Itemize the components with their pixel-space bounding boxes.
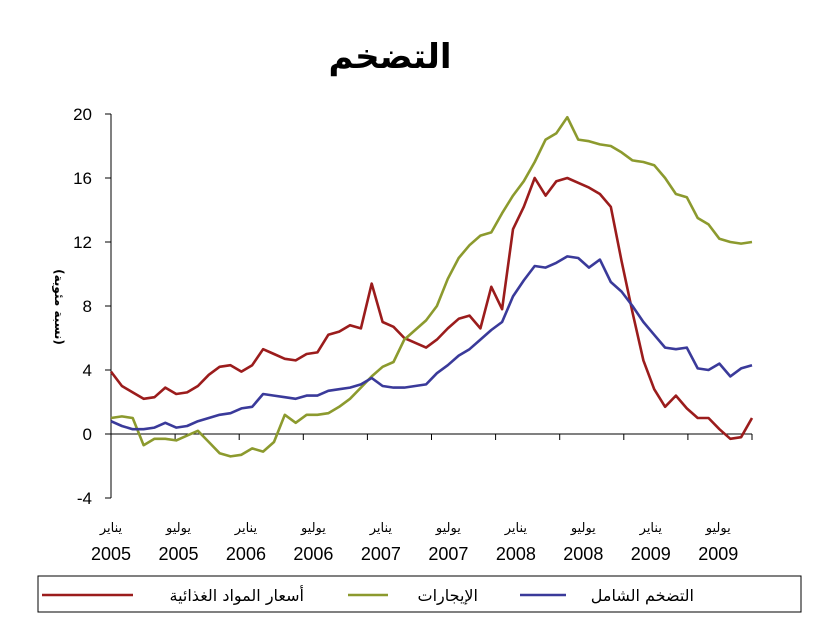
y-tick-label: 8 [83, 297, 92, 316]
y-tick-label: 20 [73, 105, 92, 124]
x-tick-month-label: يوليو [705, 521, 731, 536]
legend-items: أسعار المواد الغذائية الإيجارات التضخم الش… [42, 585, 694, 606]
x-tick-year-label: 2008 [563, 544, 603, 564]
x-tick-month-label: يوليو [570, 521, 596, 536]
x-tick-month-label: يناير [504, 521, 528, 536]
x-tick-year-label: 2009 [698, 544, 738, 564]
x-tick-year-label: 2006 [293, 544, 333, 564]
legend [37, 575, 802, 613]
x-axis-ticks: يناير 2005 يوليو 2005 يناير 2006 يوليو 2006 يناي… [91, 434, 753, 564]
legend-label-0: أسعار المواد الغذائية [170, 585, 305, 606]
series-lines [109, 115, 754, 458]
x-tick-month-label: يناير [639, 521, 663, 536]
x-tick-month-label: يناير [369, 521, 393, 536]
x-tick-month-label: يوليو [300, 521, 326, 536]
series-line-2 [110, 255, 753, 431]
x-tick-year-label: 2005 [158, 544, 198, 564]
x-tick-month-label: يوليو [435, 521, 461, 536]
y-axis-ticks: -4 0 4 8 12 16 20 [73, 105, 111, 508]
x-tick-year-label: 2008 [496, 544, 536, 564]
legend-label-1: الإيجارات [418, 586, 478, 606]
chart-title: التضخم [329, 37, 452, 77]
y-tick-label: 16 [73, 169, 92, 188]
x-tick-month-label: يناير [234, 521, 258, 536]
x-tick-month-label: يناير [99, 521, 123, 536]
series-line-0 [109, 176, 754, 441]
y-tick-label: 0 [83, 425, 92, 444]
series-line-1 [110, 115, 753, 458]
y-tick-label: 12 [73, 233, 92, 252]
x-tick-month-label: يوليو [165, 521, 191, 536]
x-tick-year-label: 2009 [631, 544, 671, 564]
y-axis-label: (نسبة مئوية) [51, 269, 66, 345]
x-tick-year-label: 2005 [91, 544, 131, 564]
x-tick-year-label: 2007 [428, 544, 468, 564]
y-tick-label: -4 [77, 489, 92, 508]
legend-label-2: التضخم الشامل [591, 586, 694, 605]
x-tick-year-label: 2007 [361, 544, 401, 564]
y-tick-label: 4 [83, 361, 92, 380]
x-tick-year-label: 2006 [226, 544, 266, 564]
